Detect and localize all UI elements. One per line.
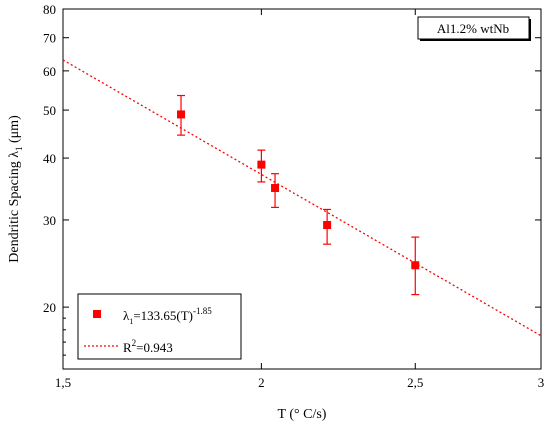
plot-frame: [62, 8, 542, 370]
legend-r2-text: =0.943: [136, 340, 173, 355]
annotation-box-shadow-bottom: [420, 39, 531, 41]
y-axis-label-unit: (μm): [7, 115, 22, 143]
data-point: [177, 110, 186, 119]
y-tick-label: 70: [43, 31, 56, 46]
legend-entry-r2: R2=0.943: [123, 338, 173, 355]
y-axis-label-main: Dendritic Spacing: [7, 161, 22, 262]
axis-ticks: 1,5 2 2,5 3 20 30 40 50 60 70 80: [43, 2, 544, 390]
legend-fit-sub: 1: [129, 317, 133, 326]
y-axis-label-sub: 1: [14, 146, 24, 151]
y-tick-label: 60: [43, 64, 56, 79]
y-axis-label-symbol: λ: [7, 151, 22, 158]
x-axis-label: T (° C/s): [278, 407, 327, 422]
svg-text:Dendritic Spacing λ1 (μm): Dendritic Spacing λ1 (μm): [7, 115, 24, 263]
annotation-box-shadow: [529, 19, 531, 41]
data-points-group: [177, 94, 420, 296]
legend-marker: [93, 310, 101, 318]
legend-r2-sup: 2: [132, 338, 137, 348]
x-tick-label: 3: [538, 375, 545, 390]
y-axis-label: Dendritic Spacing λ1 (μm): [7, 115, 24, 263]
legend-fit-symbol: λ: [123, 308, 130, 323]
annotation-text: Al1.2% wtNb: [437, 21, 509, 36]
x-tick-label: 1,5: [55, 375, 71, 390]
data-point: [257, 160, 266, 169]
fit-line-group: [62, 59, 542, 337]
y-tick-label: 30: [43, 213, 56, 228]
legend-box: [77, 293, 242, 360]
y-tick-label: 80: [43, 2, 56, 17]
legend-r2-pre: R: [123, 340, 132, 355]
data-point: [411, 261, 420, 270]
x-tick-label: 2,5: [407, 375, 423, 390]
y-tick-label: 20: [43, 300, 56, 315]
data-point: [323, 221, 332, 230]
x-tick-label: 2: [258, 375, 265, 390]
legend-fit-text: =133.65(T): [133, 308, 193, 323]
data-point: [271, 184, 280, 193]
y-tick-label: 50: [43, 103, 56, 118]
fit-line: [62, 59, 542, 337]
legend-entry-fit: λ1=133.65(T)-1.85: [123, 306, 212, 326]
y-tick-label: 40: [43, 151, 56, 166]
legend-fit-sup: -1.85: [193, 306, 212, 316]
